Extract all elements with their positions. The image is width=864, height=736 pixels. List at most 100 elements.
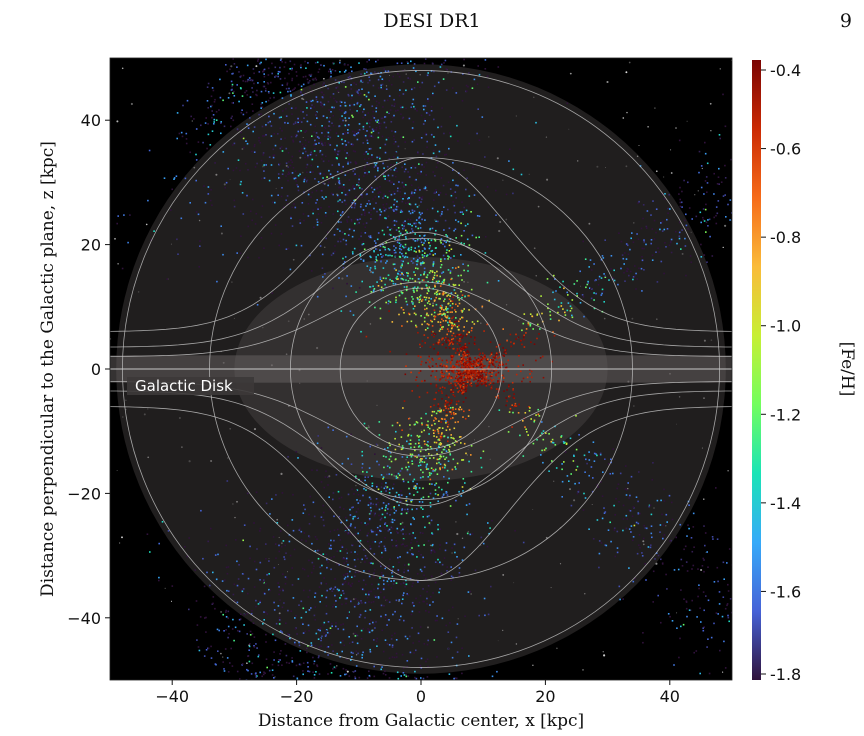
data-point xyxy=(445,319,447,322)
data-point xyxy=(338,186,340,189)
data-point xyxy=(613,529,616,531)
data-point xyxy=(443,292,445,295)
data-point xyxy=(498,351,501,354)
data-point xyxy=(242,213,245,215)
data-point xyxy=(412,307,415,310)
data-point xyxy=(442,243,444,245)
data-point xyxy=(727,583,729,586)
data-point xyxy=(277,661,280,663)
data-point xyxy=(281,130,283,132)
data-point xyxy=(325,629,328,631)
data-point xyxy=(163,177,166,179)
data-point xyxy=(604,276,607,278)
data-point xyxy=(381,78,384,80)
data-point xyxy=(372,562,374,565)
data-point xyxy=(227,610,230,613)
data-point xyxy=(565,442,568,445)
data-point xyxy=(422,476,424,478)
data-point xyxy=(415,324,417,327)
background-star xyxy=(654,107,656,109)
data-point xyxy=(626,244,629,247)
data-point xyxy=(329,627,332,629)
data-point xyxy=(346,275,348,277)
data-point xyxy=(268,92,270,94)
data-point xyxy=(231,85,233,88)
data-point xyxy=(324,476,327,478)
data-point xyxy=(419,464,422,466)
data-point xyxy=(319,151,321,153)
data-point xyxy=(418,249,420,252)
data-point xyxy=(461,647,463,649)
data-point xyxy=(334,245,336,247)
data-point xyxy=(709,235,711,238)
data-point xyxy=(306,171,308,173)
data-point xyxy=(638,267,640,270)
data-point xyxy=(361,454,364,457)
data-point xyxy=(453,413,455,416)
data-point xyxy=(364,214,366,216)
data-point xyxy=(421,345,423,348)
data-point xyxy=(364,616,366,619)
data-point xyxy=(349,570,351,573)
data-point xyxy=(426,603,428,605)
data-point xyxy=(253,72,255,75)
data-point xyxy=(432,92,434,95)
data-point xyxy=(173,178,175,180)
data-point xyxy=(373,623,375,626)
data-point xyxy=(430,519,433,522)
data-point xyxy=(612,472,614,475)
data-point xyxy=(400,62,403,64)
data-point xyxy=(396,200,398,203)
data-point xyxy=(363,134,366,137)
data-point xyxy=(294,643,296,646)
data-point xyxy=(455,400,458,403)
data-point xyxy=(337,490,340,493)
data-point xyxy=(251,198,254,201)
data-point xyxy=(261,102,264,104)
data-point xyxy=(386,512,388,515)
data-point xyxy=(682,623,685,626)
data-point xyxy=(256,647,258,649)
data-point xyxy=(531,315,533,317)
data-point xyxy=(420,201,422,203)
data-point xyxy=(604,544,606,546)
data-point xyxy=(347,163,349,165)
data-point xyxy=(422,279,425,281)
data-point xyxy=(408,417,410,420)
data-point xyxy=(326,116,328,119)
data-point xyxy=(408,492,411,495)
data-point xyxy=(686,615,688,618)
data-point xyxy=(315,114,317,116)
data-point xyxy=(247,592,249,595)
data-point xyxy=(322,504,324,507)
data-point xyxy=(441,392,443,394)
data-point xyxy=(407,223,410,225)
data-point xyxy=(403,568,406,571)
data-point xyxy=(265,100,267,103)
data-point xyxy=(384,151,387,154)
background-star xyxy=(220,652,222,655)
data-point xyxy=(381,513,384,516)
data-point xyxy=(444,466,446,469)
data-point xyxy=(354,635,357,637)
data-point xyxy=(423,643,426,645)
data-point xyxy=(470,211,472,213)
data-point xyxy=(320,627,322,629)
data-point xyxy=(294,641,296,644)
data-point xyxy=(434,551,436,553)
data-point xyxy=(335,87,338,89)
data-point xyxy=(604,239,606,241)
data-point xyxy=(438,591,440,594)
data-point xyxy=(378,542,381,544)
data-point xyxy=(314,139,316,142)
data-point xyxy=(542,430,545,432)
data-point xyxy=(661,563,664,565)
data-point xyxy=(337,210,339,213)
data-point xyxy=(395,208,398,211)
data-point xyxy=(668,494,671,497)
data-point xyxy=(323,197,325,200)
data-point xyxy=(402,278,405,281)
data-point xyxy=(333,539,335,542)
data-point xyxy=(413,139,416,141)
data-point xyxy=(332,62,334,64)
